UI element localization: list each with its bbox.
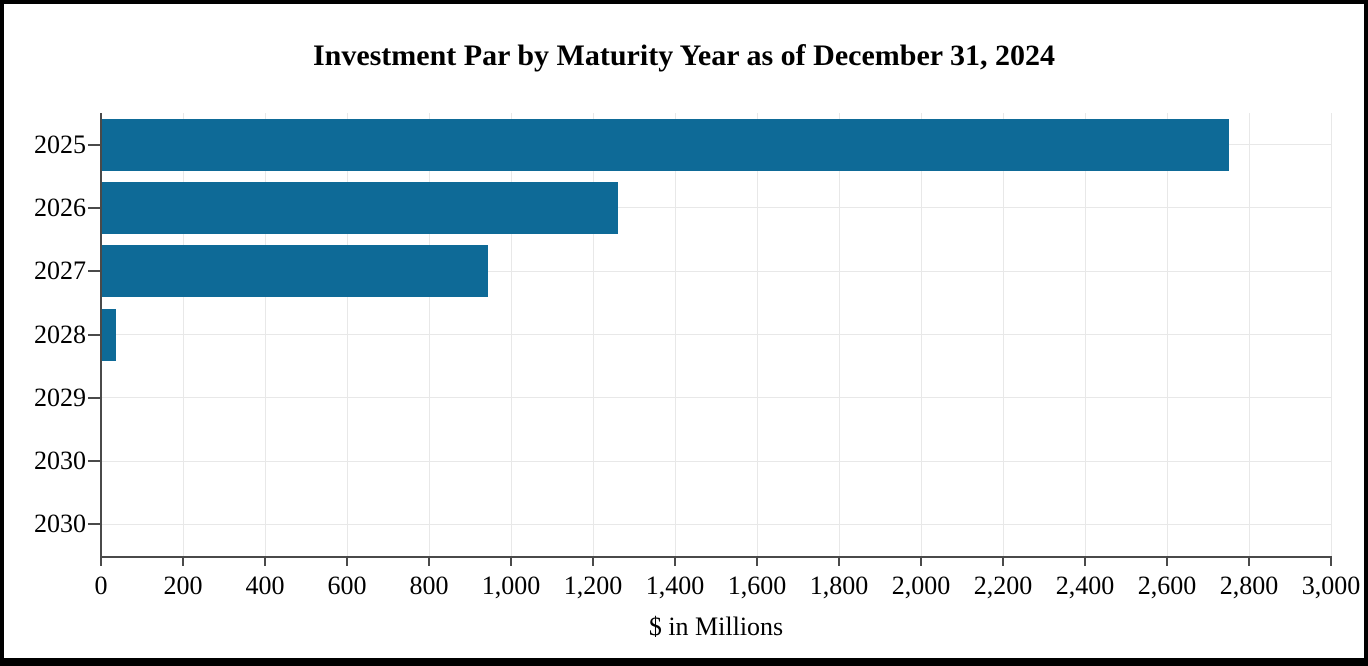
- y-tick-label: 2030: [34, 509, 86, 539]
- x-tick: [100, 558, 102, 566]
- bar-2027: [101, 245, 489, 298]
- y-tick-label: 2029: [34, 382, 86, 412]
- bar-2026: [101, 181, 618, 234]
- x-tick-label: 2,600: [1137, 571, 1197, 600]
- x-tick-label: 2,200: [973, 571, 1033, 600]
- x-tick: [1330, 558, 1332, 566]
- vertical-gridline: [428, 113, 430, 556]
- x-tick: [1166, 558, 1168, 566]
- chart-title: Investment Par by Maturity Year as of De…: [312, 39, 1056, 72]
- bar-2025: [101, 118, 1229, 171]
- y-tick-label: 2027: [34, 256, 86, 286]
- x-tick: [674, 558, 676, 566]
- vertical-gridline: [838, 113, 840, 556]
- y-tick-label: 2025: [34, 129, 86, 159]
- vertical-gridline: [920, 113, 922, 556]
- x-tick-label: 1,200: [563, 571, 623, 600]
- vertical-gridline: [1166, 113, 1168, 556]
- y-tick: [88, 396, 101, 399]
- horizontal-gridline: [101, 397, 1331, 399]
- y-tick: [88, 460, 101, 463]
- x-tick-label: 1,600: [727, 571, 787, 600]
- x-tick: [1084, 558, 1086, 566]
- x-tick-label: 600: [327, 571, 367, 600]
- vertical-gridline: [510, 113, 512, 556]
- x-tick: [838, 558, 840, 566]
- x-tick: [346, 558, 348, 566]
- x-tick-label: 2,000: [891, 571, 951, 600]
- x-tick-label: 400: [245, 571, 285, 600]
- y-tick: [88, 206, 101, 209]
- x-tick: [182, 558, 184, 566]
- x-tick-label: 200: [163, 571, 203, 600]
- vertical-gridline: [182, 113, 184, 556]
- x-tick-label: 800: [409, 571, 449, 600]
- vertical-gridline: [264, 113, 266, 556]
- vertical-gridline: [756, 113, 758, 556]
- horizontal-gridline: [101, 523, 1331, 525]
- x-tick: [1002, 558, 1004, 566]
- vertical-gridline: [346, 113, 348, 556]
- horizontal-gridline: [101, 460, 1331, 462]
- x-tick-label: 3,000: [1301, 571, 1361, 600]
- horizontal-gridline: [101, 270, 1331, 272]
- y-tick: [88, 143, 101, 146]
- x-tick: [510, 558, 512, 566]
- x-tick-label: 1,400: [645, 571, 705, 600]
- horizontal-gridline: [101, 334, 1331, 335]
- x-axis-label: $ in Millions: [648, 612, 784, 641]
- x-tick: [920, 558, 922, 566]
- x-tick: [264, 558, 266, 566]
- x-tick-label: 2,800: [1219, 571, 1279, 600]
- x-tick-label: 0: [94, 571, 108, 600]
- x-tick: [1248, 558, 1250, 566]
- y-axis-line: [100, 113, 102, 558]
- x-tick-label: 1,000: [481, 571, 541, 600]
- x-tick-label: 2,400: [1055, 571, 1115, 600]
- vertical-gridline: [674, 113, 676, 556]
- y-tick-label: 2028: [34, 319, 86, 349]
- y-tick-label: 2030: [34, 446, 86, 476]
- x-tick-label: 1,800: [809, 571, 869, 600]
- x-tick: [428, 558, 430, 566]
- vertical-gridline: [1084, 113, 1086, 556]
- x-tick: [756, 558, 758, 566]
- bar-2028: [101, 308, 117, 361]
- y-tick: [88, 523, 101, 526]
- y-tick-label: 2026: [34, 192, 86, 222]
- vertical-gridline: [1248, 113, 1250, 556]
- plot-area: [101, 113, 1332, 556]
- x-axis-line: [100, 556, 1332, 558]
- x-tick: [592, 558, 594, 566]
- vertical-gridline: [592, 113, 594, 556]
- horizontal-gridline: [101, 207, 1331, 209]
- vertical-gridline: [1330, 113, 1332, 556]
- vertical-gridline: [1002, 113, 1004, 556]
- y-tick: [88, 333, 101, 336]
- y-tick: [88, 270, 101, 273]
